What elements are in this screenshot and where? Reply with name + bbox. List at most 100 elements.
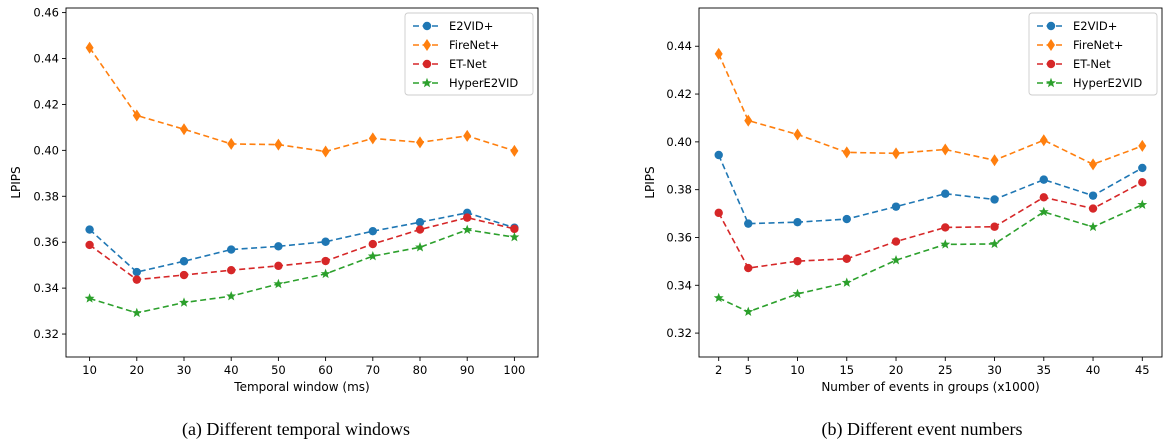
data-point bbox=[841, 277, 852, 287]
x-tick-label: 45 bbox=[1135, 363, 1150, 377]
x-tick-label: 35 bbox=[1036, 363, 1051, 377]
data-point bbox=[1138, 178, 1147, 187]
data-point bbox=[1137, 199, 1148, 209]
x-tick-label: 10 bbox=[790, 363, 805, 377]
data-point bbox=[744, 263, 753, 273]
data-point bbox=[368, 132, 377, 145]
series-line bbox=[89, 228, 515, 314]
data-point bbox=[463, 129, 472, 142]
series-line bbox=[718, 204, 1143, 313]
data-point bbox=[842, 146, 851, 159]
y-tick-label: 0.40 bbox=[666, 135, 692, 149]
data-point bbox=[941, 189, 950, 198]
x-tick-label: 2 bbox=[715, 363, 722, 377]
y-tick-label: 0.32 bbox=[666, 326, 692, 340]
x-tick-label: 90 bbox=[460, 363, 475, 377]
data-point bbox=[744, 219, 753, 228]
data-point bbox=[179, 297, 189, 307]
series-line bbox=[717, 154, 1143, 225]
x-tick-label: 15 bbox=[839, 363, 854, 377]
legend bbox=[1028, 12, 1158, 96]
data-point bbox=[1039, 134, 1048, 147]
data-point bbox=[510, 224, 519, 234]
legend-label: FireNet+ bbox=[449, 38, 499, 52]
x-tick-label: 25 bbox=[938, 363, 953, 377]
data-point bbox=[940, 239, 951, 249]
y-tick-label: 0.38 bbox=[33, 189, 59, 203]
data-point bbox=[1088, 204, 1098, 213]
data-point bbox=[990, 195, 999, 204]
data-point bbox=[226, 290, 237, 301]
x-axis-label: Number of events in groups (x1000) bbox=[821, 380, 1039, 394]
y-axis-label: LPIPS bbox=[9, 166, 23, 198]
data-point bbox=[891, 202, 901, 211]
data-point bbox=[321, 256, 330, 266]
data-point bbox=[85, 41, 94, 54]
data-point bbox=[227, 245, 236, 254]
chart-b: (b) Different event numbers 2 5 10 15 20 25 30… bbox=[643, 7, 1163, 440]
data-point bbox=[367, 251, 378, 261]
series-line bbox=[88, 47, 515, 153]
y-axis-label: LPIPS bbox=[643, 166, 657, 198]
y-tick-label: 0.42 bbox=[33, 97, 59, 111]
data-point bbox=[990, 154, 999, 167]
data-point bbox=[320, 268, 331, 279]
data-point bbox=[463, 213, 472, 222]
y-tick-label: 0.44 bbox=[33, 52, 59, 66]
caption-b: (b) Different event numbers bbox=[821, 419, 1022, 440]
plot-frame bbox=[698, 7, 1163, 358]
y-tick-label: 0.34 bbox=[33, 281, 59, 295]
data-point bbox=[891, 254, 901, 265]
legend-label: E2VID+ bbox=[449, 19, 493, 33]
data-point bbox=[1038, 206, 1049, 217]
data-point bbox=[273, 278, 284, 289]
chart-a: (a) Different temporal windows 10 20 30 40 5… bbox=[9, 6, 539, 440]
data-point bbox=[744, 114, 753, 127]
x-tick-label: 5 bbox=[745, 363, 752, 377]
legend bbox=[404, 12, 534, 96]
data-point bbox=[714, 47, 723, 60]
plot-frame bbox=[65, 7, 539, 358]
data-point bbox=[1039, 175, 1048, 184]
legend-label: ET-Net bbox=[1073, 57, 1111, 71]
x-tick-label: 20 bbox=[129, 363, 144, 377]
legend-marker bbox=[422, 21, 432, 31]
data-point bbox=[989, 238, 1000, 249]
data-point bbox=[321, 145, 330, 158]
data-point bbox=[132, 109, 141, 122]
x-tick-label: 10 bbox=[82, 363, 97, 377]
data-point bbox=[714, 208, 723, 218]
data-point bbox=[743, 306, 754, 317]
data-point bbox=[1089, 158, 1098, 171]
data-point bbox=[415, 218, 425, 227]
data-point bbox=[462, 224, 473, 235]
data-point bbox=[132, 267, 141, 277]
x-tick-label: 100 bbox=[503, 363, 525, 377]
legend-marker bbox=[1046, 77, 1056, 88]
legend-marker bbox=[1046, 59, 1056, 69]
data-point bbox=[415, 242, 425, 252]
data-point bbox=[274, 242, 283, 251]
data-point bbox=[132, 275, 141, 284]
series-line bbox=[89, 216, 515, 281]
data-point bbox=[941, 143, 950, 156]
data-point bbox=[84, 293, 95, 303]
legend-marker bbox=[422, 77, 432, 88]
data-point bbox=[941, 223, 950, 232]
legend-marker bbox=[1047, 39, 1055, 51]
x-tick-label: 20 bbox=[889, 363, 904, 377]
legend-label: E2VID+ bbox=[1073, 19, 1117, 33]
x-tick-label: 30 bbox=[987, 363, 1002, 377]
y-tick-label: 0.38 bbox=[666, 183, 692, 197]
x-tick-label: 80 bbox=[413, 363, 428, 377]
data-point bbox=[714, 150, 723, 160]
data-point bbox=[892, 147, 901, 160]
y-tick-label: 0.36 bbox=[666, 230, 692, 244]
data-point bbox=[891, 237, 901, 246]
data-point bbox=[1138, 163, 1147, 173]
y-tick-label: 0.44 bbox=[666, 39, 692, 53]
x-tick-label: 30 bbox=[177, 363, 192, 377]
y-tick-label: 0.32 bbox=[33, 327, 59, 341]
data-point bbox=[509, 231, 520, 242]
data-point bbox=[792, 288, 803, 299]
